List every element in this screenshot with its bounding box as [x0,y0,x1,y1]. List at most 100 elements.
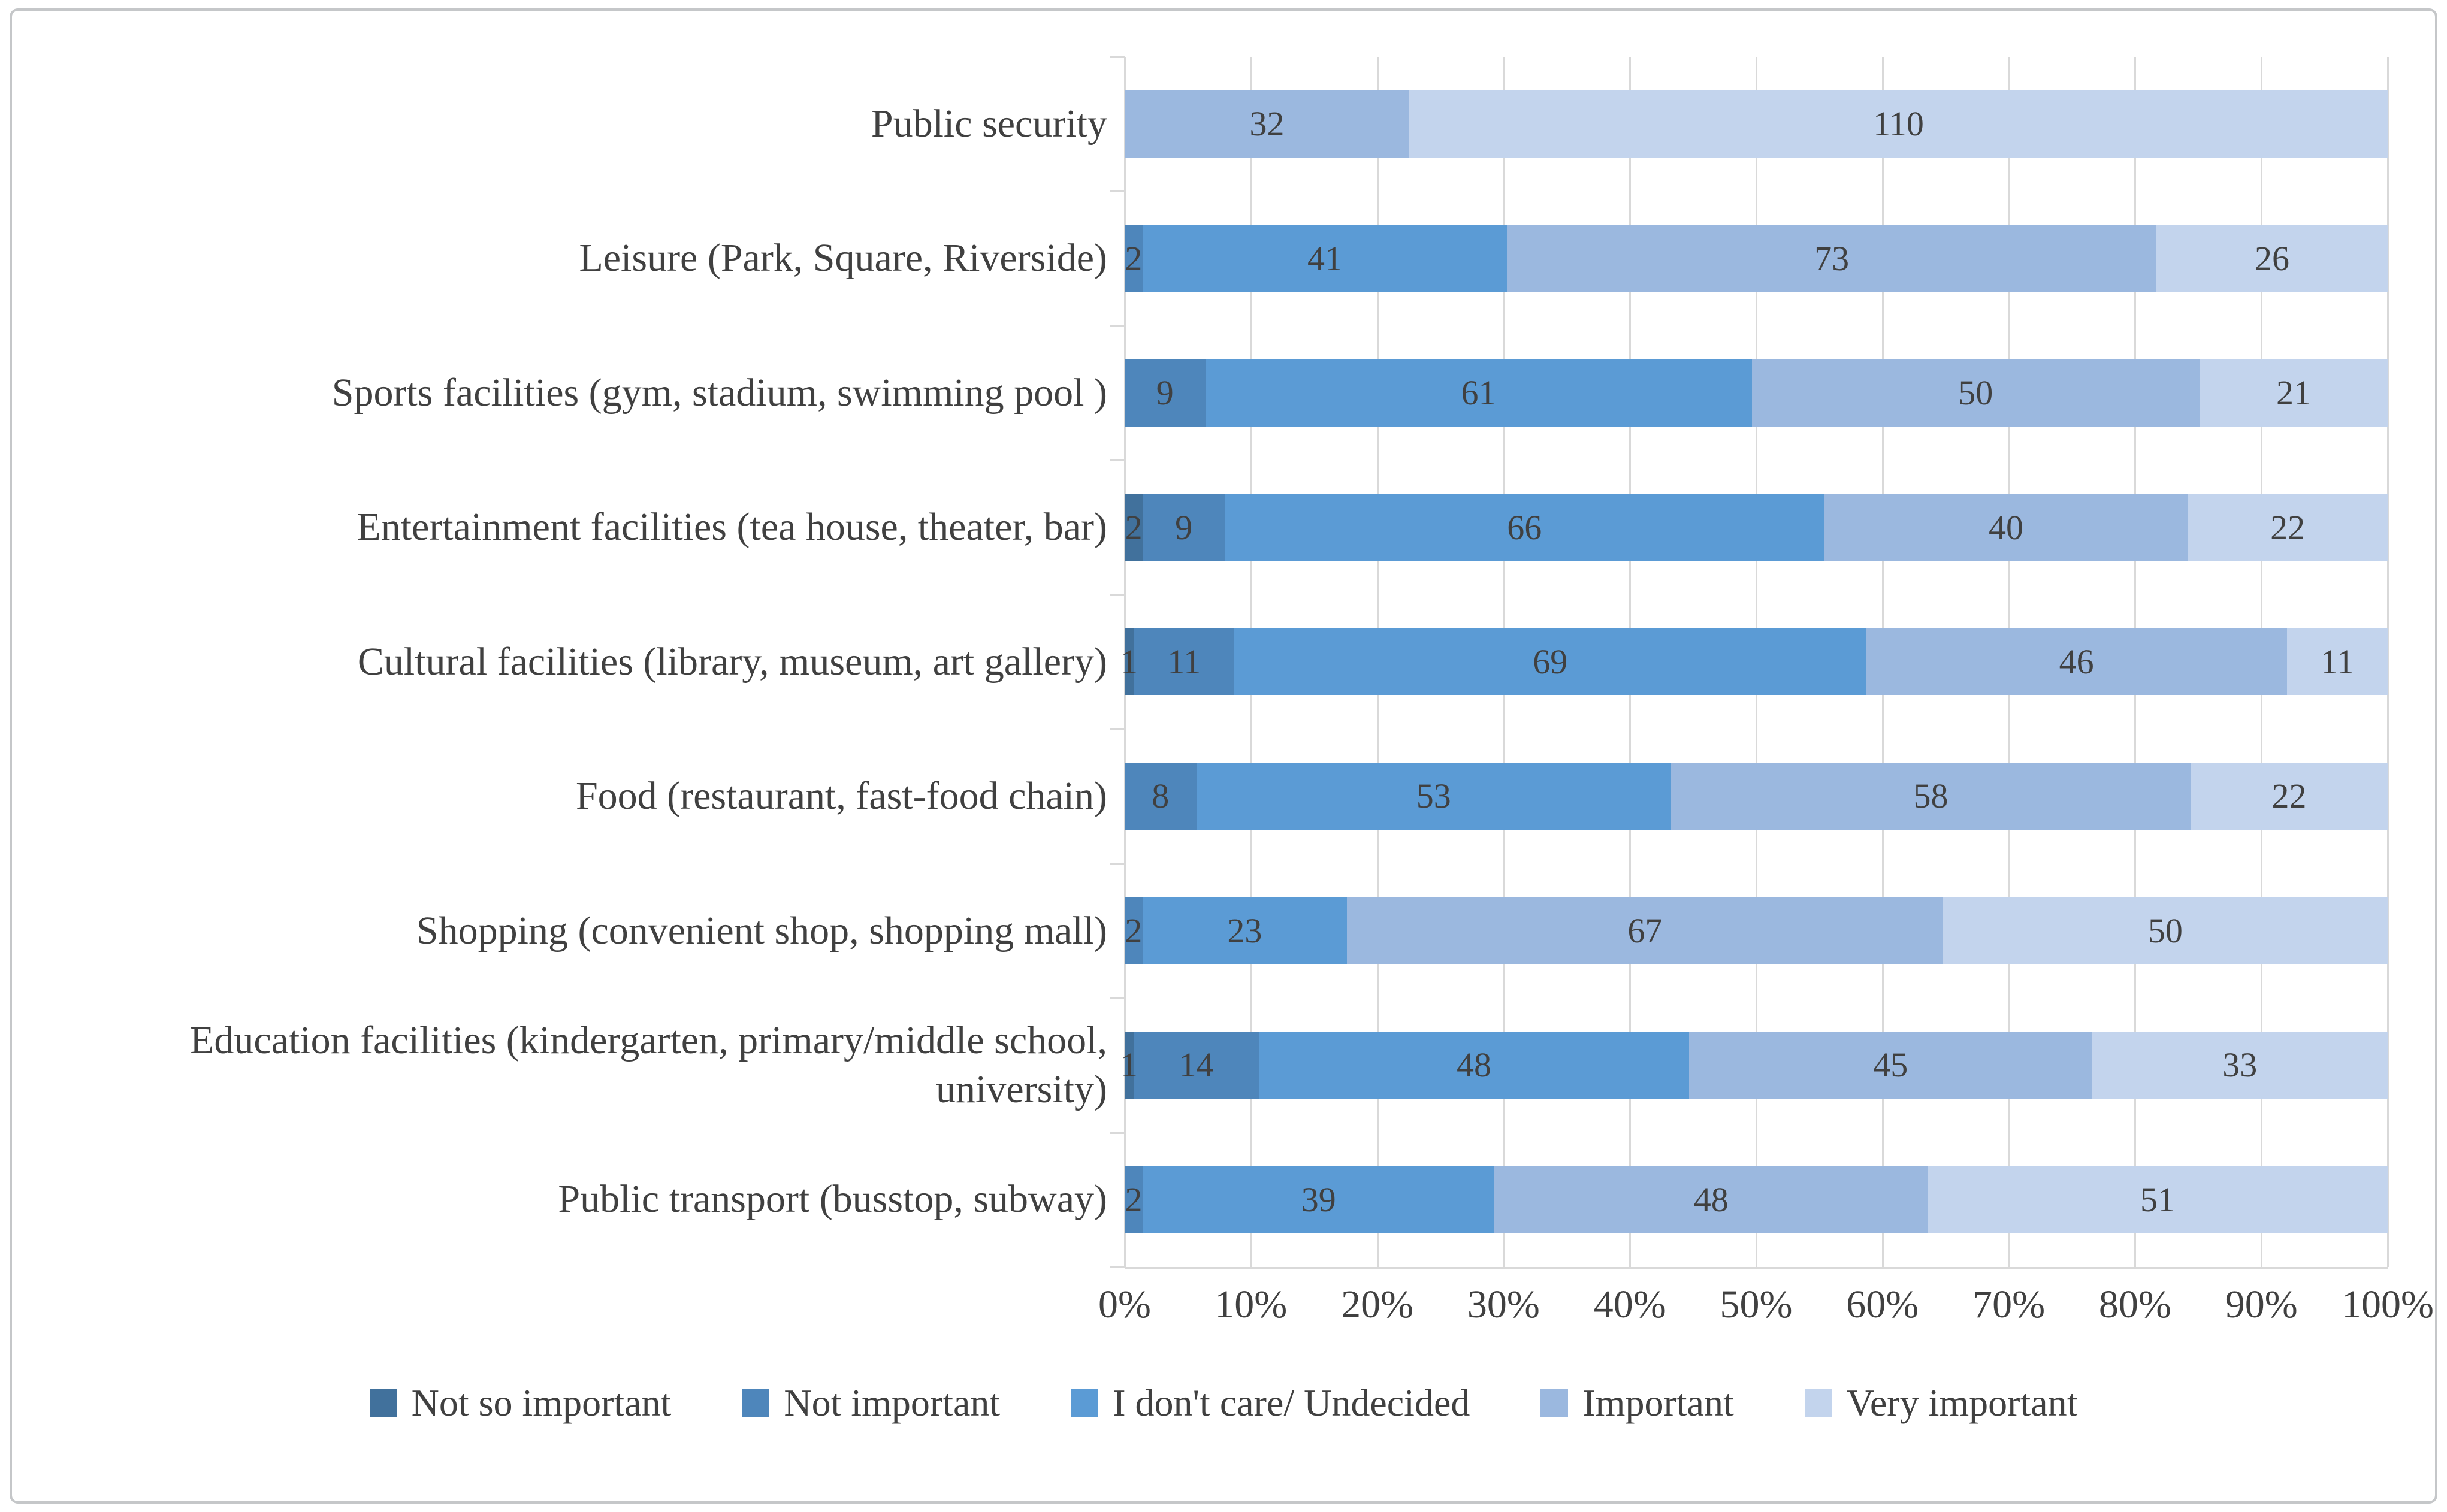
bar-value-label: 14 [1179,1045,1214,1085]
bar-value-label: 2 [1125,911,1143,950]
legend: Not so important Not important I don't car… [36,1381,2411,1425]
legend-label: Not so important [411,1381,672,1424]
bar-segment: 45 [1688,1032,2092,1099]
bar-segment: 22 [2191,763,2388,830]
bar-segment: 67 [1347,897,1943,964]
x-tick-label: 50% [1720,1283,1793,1326]
bar-value-label: 69 [1533,642,1568,681]
x-tick-label: 30% [1467,1283,1540,1326]
legend-label: Important [1582,1381,1734,1424]
bar-segment: 66 [1224,494,1824,561]
legend-swatch [369,1389,397,1417]
bar-segment: 58 [1670,763,2191,830]
bar-value-label: 39 [1301,1180,1336,1219]
bar-row: 1 11 69 46 11 [1120,595,2388,729]
bar-value-label: 48 [1457,1045,1492,1085]
bar-segment: 51 [1928,1166,2388,1233]
bar-value-label: 40 [1989,507,2024,547]
category-label: Entertainment facilities (tea house, the… [357,505,1107,549]
x-tick-label: 20% [1341,1283,1414,1326]
legend-item: I don't care/ Undecided [1071,1381,1470,1425]
y-axis-tick [1110,593,1125,596]
legend-swatch [1804,1389,1832,1417]
bar-value-label: 26 [2255,238,2289,278]
bar-value-label: 58 [1913,776,1948,816]
bar-segment: 33 [2092,1032,2388,1099]
bar-segment: 11 [1134,628,1235,695]
bar-segment: 26 [2156,225,2388,292]
y-axis-tick [1110,728,1125,731]
x-tick-label: 10% [1215,1283,1288,1326]
bar-row: 2 41 73 26 [1125,191,2388,325]
stacked-bar: 1 11 69 46 11 [1120,628,2388,695]
bar-value-label: 50 [1958,373,1993,413]
bar-segment: 73 [1507,225,2157,292]
bar-segment: 2 [1125,1166,1143,1233]
category-label: Leisure (Park, Square, Riverside) [579,236,1107,280]
bar-segment: 110 [1409,90,2388,158]
legend-item: Not so important [369,1381,672,1425]
x-tick-labels: 0% 10% 20% 30% 40% 50% 60% 70% 80% 90% 100% [1098,1282,2434,1336]
bar-value-label: 21 [2276,373,2311,413]
bar-segment: 1 [1120,628,1138,695]
y-axis-tick [1110,862,1125,865]
legend-swatch [1540,1389,1569,1417]
x-tick-label: 60% [1846,1283,1919,1326]
bar-value-label: 53 [1416,776,1451,816]
legend-item: Very important [1804,1381,2077,1425]
bar-value-label: 61 [1461,373,1496,413]
stacked-bar: 2 41 73 26 [1125,225,2388,292]
stacked-bar: 32 110 [1125,90,2388,158]
bar-value-label: 2 [1125,238,1143,278]
bar-value-label: 22 [2270,507,2306,547]
x-tick-label: 90% [2225,1283,2298,1326]
legend-swatch [742,1389,770,1417]
y-axis-tick [1110,56,1125,58]
bar-segment: 2 [1125,494,1143,561]
x-tick-label: 0% [1098,1283,1151,1326]
legend-label: Not important [784,1381,1001,1424]
bar-segment: 41 [1142,225,1508,292]
bar-value-label: 1 [1120,642,1138,681]
bar-value-label: 67 [1627,911,1663,950]
bar-value-label: 110 [1873,104,1924,144]
bar-value-label: 73 [1814,238,1850,278]
y-axis-tick [1110,190,1125,193]
plot-area: 32 110 2 41 73 26 9 61 50 21 2 9 66 40 22 1 11 69 46 11 8 53 5… [1110,56,2389,1269]
bar-segment: 46 [1866,628,2287,695]
bar-segment: 14 [1133,1032,1259,1099]
bar-segment: 21 [2200,359,2388,427]
bar-value-label: 8 [1152,776,1170,816]
stacked-bar: 8 53 58 22 [1125,763,2388,830]
category-axis: Public security Leisure (Park, Square, Ri… [22,57,1107,1267]
bar-value-label: 9 [1175,507,1193,547]
bar-segment: 23 [1142,897,1348,964]
category-label: Food (restaurant, fast-food chain) [575,774,1107,818]
bar-value-label: 2 [1125,507,1143,547]
bar-segment: 53 [1196,763,1671,830]
legend-item: Not important [742,1381,1000,1425]
category-label: Cultural facilities (library, museum, ar… [357,639,1107,684]
bar-row: 9 61 50 21 [1125,326,2388,460]
y-axis-tick [1110,997,1125,1000]
bar-segment: 50 [1943,897,2388,964]
bar-segment: 8 [1125,763,1197,830]
x-tick-label: 80% [2098,1283,2171,1326]
x-tick-label: 70% [1972,1283,2046,1326]
legend-label: I don't care/ Undecided [1113,1381,1470,1424]
bar-value-label: 11 [2321,642,2354,681]
stacked-bar: 2 9 66 40 22 [1125,494,2388,561]
bar-segment: 39 [1143,1166,1495,1233]
bar-segment: 40 [1824,494,2188,561]
bar-value-label: 45 [1873,1045,1908,1085]
bar-value-label: 22 [2271,776,2307,816]
legend-swatch [1071,1389,1099,1417]
bar-value-label: 41 [1307,238,1342,278]
bar-segment: 11 [2286,628,2388,695]
category-label: Education facilities (kindergarten, prim… [190,1018,1107,1112]
bar-segment: 32 [1125,90,1410,158]
legend-item: Important [1540,1381,1734,1425]
y-axis-tick [1110,324,1125,327]
x-axis-line [1125,1267,2388,1269]
